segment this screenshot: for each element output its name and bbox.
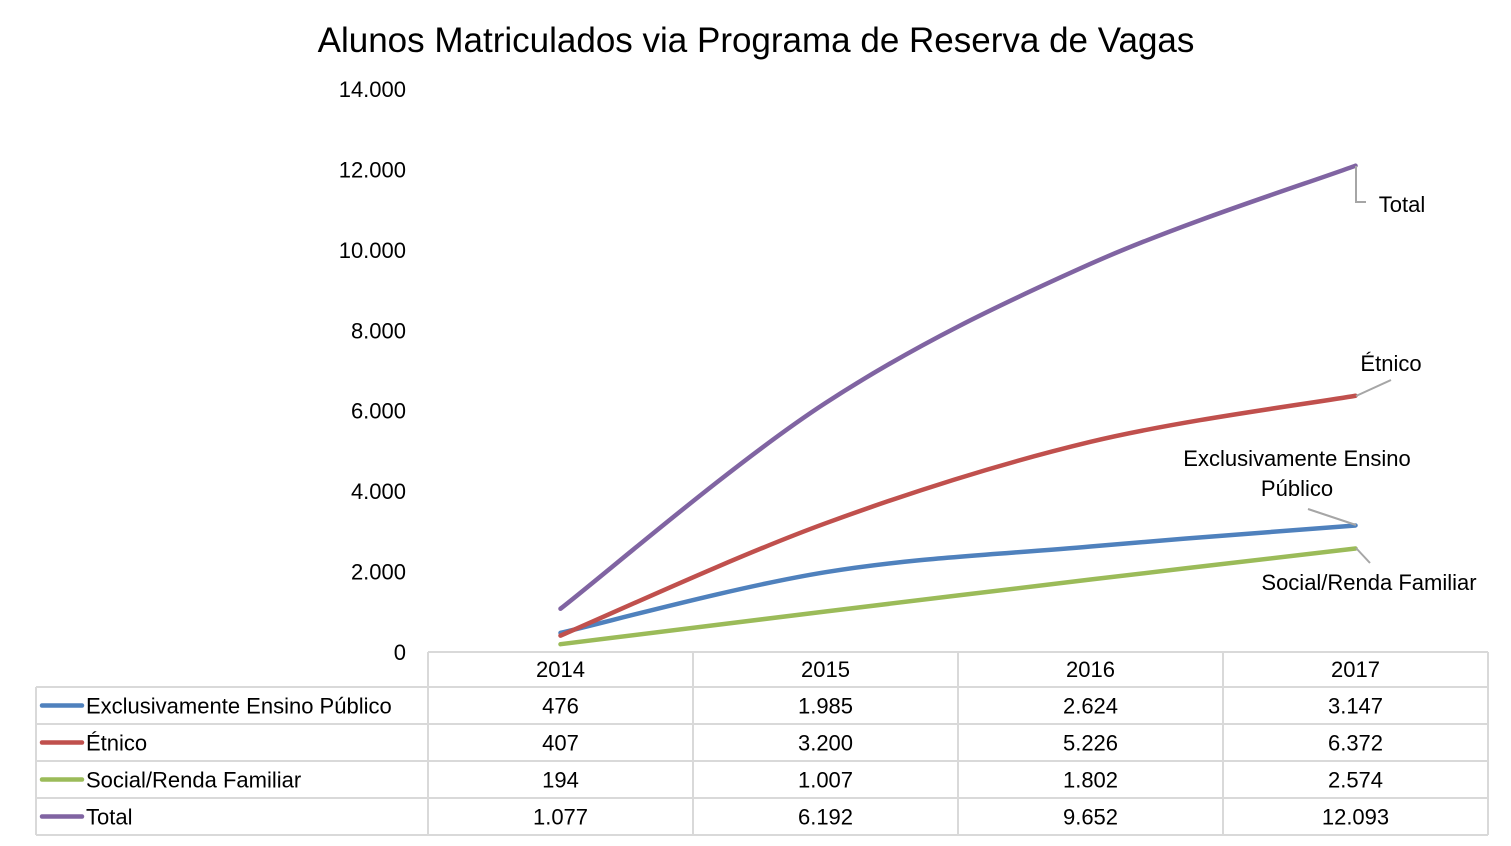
chart-title: Alunos Matriculados via Programa de Rese…: [318, 21, 1195, 60]
leader-line-2: [1355, 547, 1371, 564]
data-label: 1.077: [533, 805, 588, 830]
y-tick-label: 6.000: [351, 399, 406, 424]
x-tick-label: 2017: [1331, 657, 1380, 682]
y-tick-label: 10.000: [339, 238, 406, 263]
data-label: 194: [542, 768, 579, 793]
series-end-label: Total: [1379, 192, 1425, 217]
series-line-3: [558, 163, 1358, 611]
legend-entry: Étnico: [86, 731, 147, 756]
series-line-2: [558, 546, 1358, 647]
legend-entry: Social/Renda Familiar: [86, 768, 301, 793]
y-tick-label: 14.000: [339, 77, 406, 102]
data-label: 3.200: [798, 731, 853, 756]
data-label: 6.192: [798, 805, 853, 830]
series-end-label: Social/Renda Familiar: [1261, 570, 1476, 595]
leader-line-0: [1307, 508, 1357, 526]
series-end-label: Exclusivamente Ensino: [1183, 446, 1410, 471]
y-axis: 0 2.000 4.000 6.000 8.000 10.000 12.000 14.000: [339, 77, 406, 665]
leader-line-1: [1355, 379, 1392, 397]
data-label: 1.802: [1063, 768, 1118, 793]
data-label: 407: [542, 731, 579, 756]
x-tick-label: 2014: [536, 657, 585, 682]
data-label: 12.093: [1322, 805, 1389, 830]
x-tick-label: 2015: [801, 657, 850, 682]
y-tick-label: 8.000: [351, 318, 406, 343]
data-label: 1.985: [798, 694, 853, 719]
legend-entry: Exclusivamente Ensino Público: [86, 694, 392, 719]
series-lines: [558, 163, 1358, 647]
y-tick-label: 2.000: [351, 560, 406, 585]
leader-line-3: [1355, 166, 1366, 203]
data-label: 5.226: [1063, 731, 1118, 756]
series-end-labels: Exclusivamente Ensino Público Étnico Social…: [1183, 192, 1476, 595]
data-label: 1.007: [798, 768, 853, 793]
data-label: 2.574: [1328, 768, 1383, 793]
data-label: 3.147: [1328, 694, 1383, 719]
data-table: 2014 2015 2016 2017 Exclusivamente Ensino Pú…: [35, 651, 1489, 836]
series-line-0: [558, 523, 1358, 636]
x-tick-label: 2016: [1066, 657, 1115, 682]
legend-entry: Total: [86, 805, 132, 830]
data-label: 6.372: [1328, 731, 1383, 756]
y-tick-label: 4.000: [351, 479, 406, 504]
series-end-label: Público: [1261, 476, 1333, 501]
data-label: 2.624: [1063, 694, 1118, 719]
data-label: 476: [542, 694, 579, 719]
label-leader-lines: [1307, 166, 1392, 564]
series-end-label: Étnico: [1360, 351, 1421, 376]
y-tick-label: 0: [394, 640, 406, 665]
y-tick-label: 12.000: [339, 157, 406, 182]
series-line-1: [558, 393, 1358, 638]
data-label: 9.652: [1063, 805, 1118, 830]
